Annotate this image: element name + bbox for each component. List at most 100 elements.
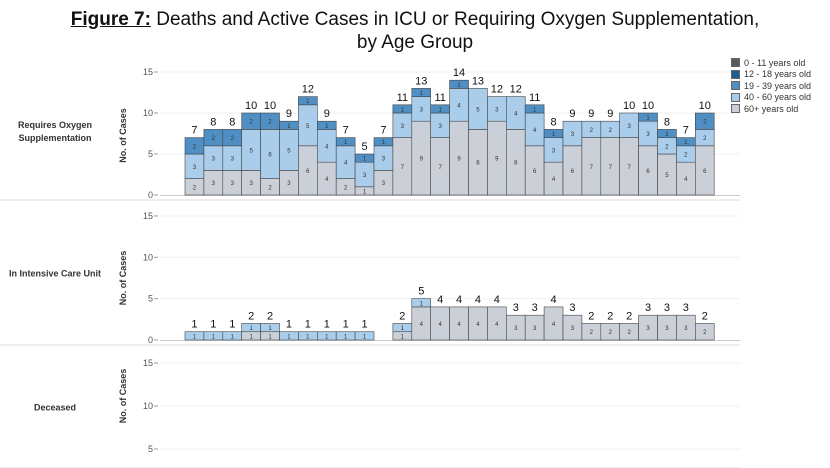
total-label: 8 <box>550 116 556 128</box>
total-label: 2 <box>248 310 254 322</box>
segment-label: 6 <box>703 169 707 175</box>
segment-label: 1 <box>306 99 310 105</box>
segment-label: 3 <box>212 181 216 187</box>
segment-label: 3 <box>684 326 688 332</box>
total-label: 9 <box>588 108 594 120</box>
segment-label: 4 <box>457 322 461 328</box>
segment-label: 3 <box>533 326 537 332</box>
legend-label: 12 - 18 years old <box>744 69 812 80</box>
bar-segment <box>298 96 318 106</box>
total-label: 3 <box>645 302 651 314</box>
total-label: 4 <box>494 294 500 306</box>
segment-label: 6 <box>533 169 537 175</box>
y-axis-title: No. of Cases <box>118 369 128 424</box>
segment-label: 1 <box>249 334 253 340</box>
chart-title: Figure 7: Deaths and Active Cases in ICU… <box>0 8 830 54</box>
segment-label: 1 <box>287 334 291 340</box>
bar-segment <box>449 79 469 89</box>
segment-label: 1 <box>268 326 272 332</box>
segment-label: 2 <box>590 128 594 134</box>
segment-label: 1 <box>325 124 329 130</box>
total-label: 9 <box>607 108 613 120</box>
segment-label: 1 <box>344 140 348 146</box>
legend-swatch <box>731 92 740 102</box>
segment-label: 4 <box>438 322 442 328</box>
segment-label: 1 <box>420 91 424 97</box>
segment-label: 1 <box>193 334 197 340</box>
total-label: 1 <box>286 319 292 331</box>
segment-label: 5 <box>665 173 669 179</box>
total-label: 10 <box>623 100 635 112</box>
title-line-2: by Age Group <box>356 32 474 53</box>
total-label: 4 <box>456 294 462 306</box>
segment-label: 1 <box>231 334 235 340</box>
total-label: 12 <box>491 84 503 96</box>
segment-label: 8 <box>476 161 480 167</box>
y-tick-label: 5 <box>148 444 153 454</box>
segment-label: 1 <box>363 189 367 195</box>
legend-swatch <box>731 58 740 68</box>
segment-label: 1 <box>457 83 461 89</box>
segment-label: 1 <box>401 326 405 332</box>
total-label: 11 <box>529 92 540 104</box>
total-label: 2 <box>399 310 405 322</box>
segment-label: 1 <box>646 116 650 122</box>
total-label: 8 <box>664 116 670 128</box>
y-axis-title: No. of Cases <box>118 108 128 163</box>
segment-label: 1 <box>268 334 272 340</box>
y-tick-label: 0 <box>148 335 153 345</box>
segment-label: 4 <box>552 177 556 183</box>
segment-label: 3 <box>382 157 386 163</box>
segment-label: 3 <box>514 326 518 332</box>
segment-label: 7 <box>627 165 631 171</box>
segment-label: 3 <box>665 326 669 332</box>
segment-label: 2 <box>665 144 669 150</box>
segment-label: 3 <box>401 124 405 130</box>
panel-label: In Intensive Care Unit <box>9 269 101 279</box>
bar-segment <box>411 298 431 308</box>
y-tick-label: 10 <box>143 252 153 262</box>
total-label: 9 <box>569 108 575 120</box>
segment-label: 6 <box>306 169 310 175</box>
y-tick-label: 15 <box>143 211 153 221</box>
bar-segment <box>411 88 431 97</box>
total-label: 1 <box>229 319 235 331</box>
legend-swatch <box>731 81 740 91</box>
segment-label: 3 <box>552 148 556 154</box>
total-label: 2 <box>626 310 632 322</box>
segment-label: 5 <box>476 107 480 113</box>
segment-label: 9 <box>420 157 424 163</box>
total-label: 1 <box>210 319 216 331</box>
legend-item: 40 - 60 years old <box>731 92 811 104</box>
segment-label: 4 <box>533 128 537 134</box>
segment-label: 9 <box>495 157 499 163</box>
total-label: 11 <box>397 92 408 104</box>
bar-segment <box>260 323 280 333</box>
segment-label: 1 <box>325 334 329 340</box>
segment-label: 4 <box>476 322 480 328</box>
segment-label: 7 <box>609 165 613 171</box>
segment-label: 9 <box>457 157 461 163</box>
total-label: 7 <box>380 125 386 137</box>
segment-label: 1 <box>249 326 253 332</box>
total-label: 10 <box>264 100 276 112</box>
bar-segment <box>657 129 677 138</box>
y-tick-label: 0 <box>148 190 153 200</box>
segment-label: 7 <box>438 165 442 171</box>
segment-label: 3 <box>231 157 235 163</box>
y-tick-label: 10 <box>143 401 153 411</box>
segment-label: 2 <box>193 185 197 191</box>
segment-label: 1 <box>438 107 442 113</box>
segment-label: 2 <box>627 330 631 336</box>
total-label: 10 <box>699 100 711 112</box>
bar-segment <box>694 112 715 130</box>
segment-label: 1 <box>665 132 669 138</box>
segment-label: 6 <box>571 169 575 175</box>
total-label: 1 <box>305 319 311 331</box>
panel-label: Requires Oxygen <box>18 120 92 130</box>
total-label: 9 <box>286 108 292 120</box>
segment-label: 2 <box>684 153 688 159</box>
segment-label: 5 <box>306 124 310 130</box>
segment-label: 7 <box>590 165 594 171</box>
segment-label: 2 <box>609 128 613 134</box>
